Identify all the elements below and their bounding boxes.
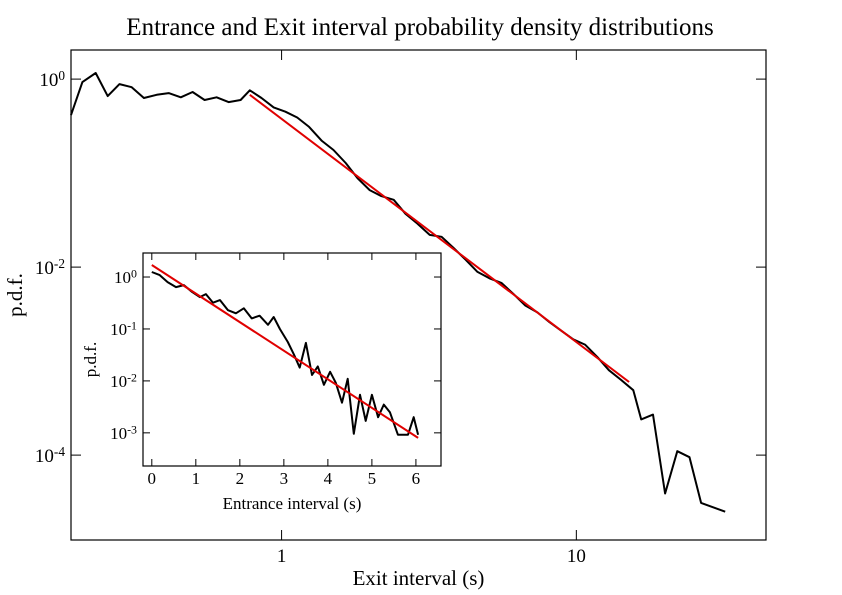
x-tick-label: 3	[280, 469, 289, 488]
x-tick-label: 0	[148, 469, 157, 488]
x-tick-label: 2	[236, 469, 245, 488]
y-tick-label: 10-2	[35, 256, 65, 279]
chart-title: Entrance and Exit interval probability d…	[126, 14, 713, 41]
y-tick-label: 100	[39, 68, 65, 91]
x-axis-label: Entrance interval (s)	[223, 494, 362, 513]
data-line	[249, 94, 630, 383]
y-axis-label: p.d.f.	[3, 273, 27, 317]
y-tick-label: 100	[114, 267, 137, 287]
y-tick-label: 10-4	[35, 444, 65, 467]
data-line	[70, 72, 726, 513]
data-line	[151, 264, 419, 439]
y-tick-label: 10-2	[110, 370, 137, 390]
x-tick-label: 10	[567, 546, 586, 567]
y-tick-label: 10-1	[110, 319, 137, 339]
data-line	[151, 271, 420, 436]
x-tick-label: 5	[368, 469, 377, 488]
x-tick-label: 1	[277, 546, 287, 567]
plot-area	[142, 252, 442, 467]
y-axis-label: p.d.f.	[81, 342, 100, 377]
x-axis-label: Exit interval (s)	[353, 566, 485, 590]
x-tick-label: 4	[324, 469, 333, 488]
x-tick-label: 6	[412, 469, 421, 488]
x-tick-label: 1	[192, 469, 201, 488]
y-tick-label: 10-3	[110, 422, 137, 442]
